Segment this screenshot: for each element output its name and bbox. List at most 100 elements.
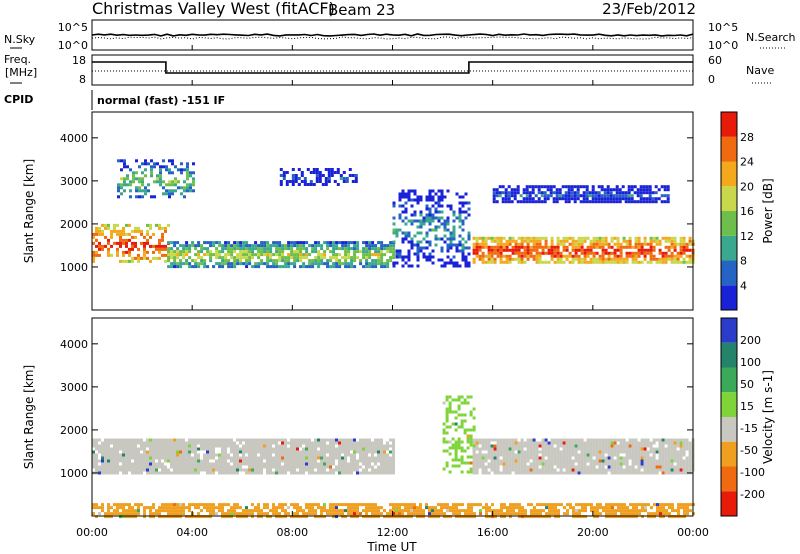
- heatmap-cell: [92, 259, 95, 263]
- heatmap-cell: [245, 247, 249, 251]
- heatmap-cell: [116, 253, 119, 257]
- heatmap-cell: [511, 251, 515, 255]
- heatmap-cell: [305, 459, 308, 463]
- heatmap-cell: [562, 242, 566, 246]
- heatmap-cell: [422, 246, 426, 250]
- heatmap-cell: [508, 248, 512, 252]
- heatmap-cell: [552, 191, 556, 195]
- heatmap-cell: [511, 257, 515, 261]
- heatmap-cell: [673, 471, 677, 475]
- heatmap-cell: [395, 261, 399, 265]
- heatmap-cell: [101, 441, 104, 445]
- heatmap-cell: [583, 254, 587, 258]
- heatmap-cell: [643, 239, 647, 243]
- heatmap-cell: [353, 468, 356, 472]
- heatmap-cell: [374, 509, 377, 513]
- heatmap-cell: [209, 503, 212, 507]
- heatmap-cell: [167, 438, 170, 442]
- heatmap-cell: [177, 186, 180, 190]
- heatmap-cell: [197, 250, 201, 254]
- heatmap-cell: [344, 244, 348, 248]
- heatmap-cell: [658, 456, 662, 460]
- heatmap-cell: [515, 503, 518, 507]
- heatmap-cell: [514, 245, 518, 249]
- heatmap-cell: [188, 459, 191, 463]
- heatmap-cell: [613, 465, 617, 469]
- heatmap-cell: [170, 447, 173, 451]
- heatmap-cell: [484, 456, 488, 460]
- heatmap-cell: [215, 241, 219, 245]
- heatmap-cell: [221, 459, 224, 463]
- heatmap-cell: [485, 512, 488, 516]
- heatmap-cell: [203, 262, 207, 266]
- heatmap-cell: [416, 255, 420, 259]
- heatmap-cell: [571, 438, 575, 442]
- heatmap-cell: [353, 250, 357, 254]
- heatmap-cell: [472, 236, 476, 240]
- heatmap-cell: [502, 444, 506, 448]
- heatmap-cell: [490, 447, 494, 451]
- heatmap-cell: [464, 240, 468, 244]
- heatmap-cell: [165, 168, 168, 172]
- heatmap-cell: [550, 254, 554, 258]
- heatmap-cell: [182, 447, 185, 451]
- heatmap-cell: [218, 256, 222, 260]
- heatmap-cell: [676, 450, 680, 454]
- heatmap-cell: [484, 236, 488, 240]
- heatmap-cell: [619, 459, 623, 463]
- heatmap-cell: [619, 447, 623, 451]
- heatmap-cell: [508, 257, 512, 261]
- heatmap-cell: [631, 257, 635, 261]
- heatmap-cell: [604, 257, 608, 261]
- heatmap-cell: [281, 459, 284, 463]
- heatmap-cell: [332, 247, 336, 251]
- heatmap-cell: [509, 506, 512, 510]
- heatmap-cell: [673, 441, 677, 445]
- heatmap-cell: [332, 241, 336, 245]
- heatmap-cell: [634, 450, 638, 454]
- heatmap-cell: [92, 253, 95, 257]
- heatmap-cell: [481, 245, 485, 249]
- heatmap-cell: [487, 471, 491, 475]
- heatmap-cell: [461, 201, 465, 205]
- heatmap-cell: [458, 210, 462, 214]
- heatmap-cell: [377, 447, 380, 451]
- heatmap-cell: [544, 239, 548, 243]
- heatmap-cell: [353, 438, 356, 442]
- heatmap-cell: [550, 447, 554, 451]
- heatmap-cell: [293, 468, 296, 472]
- heatmap-cell: [633, 191, 637, 195]
- heatmap-cell: [179, 465, 182, 469]
- colorbar-tick-label: 8: [740, 255, 747, 268]
- heatmap-cell: [392, 240, 396, 244]
- heatmap-cell: [260, 441, 263, 445]
- heatmap-cell: [637, 456, 641, 460]
- heatmap-cell: [176, 515, 179, 519]
- heatmap-cell: [155, 444, 158, 448]
- heatmap-cell: [389, 241, 393, 245]
- heatmap-cell: [559, 441, 563, 445]
- heatmap-cell: [236, 468, 239, 472]
- heatmap-cell: [440, 506, 443, 510]
- heatmap-cell: [428, 219, 432, 223]
- heatmap-cell: [170, 250, 174, 254]
- heatmap-cell: [673, 450, 677, 454]
- heatmap-cell: [548, 509, 551, 513]
- heatmap-cell: [670, 444, 674, 448]
- heatmap-cell: [203, 453, 206, 457]
- heatmap-cell: [613, 260, 617, 264]
- heatmap-cell: [92, 462, 95, 466]
- heatmap-cell: [374, 515, 377, 519]
- heatmap-cell: [434, 216, 438, 220]
- heatmap-cell: [655, 236, 659, 240]
- heatmap-cell: [526, 236, 530, 240]
- heatmap-cell: [146, 232, 149, 236]
- heatmap-cell: [475, 239, 479, 243]
- heatmap-cell: [454, 446, 458, 450]
- heatmap-cell: [150, 174, 153, 178]
- heatmap-cell: [125, 456, 128, 460]
- heatmap-cell: [670, 453, 674, 457]
- heatmap-cell: [144, 168, 147, 172]
- freq-right-tick-top: 60: [708, 54, 722, 67]
- heatmap-cell: [164, 459, 167, 463]
